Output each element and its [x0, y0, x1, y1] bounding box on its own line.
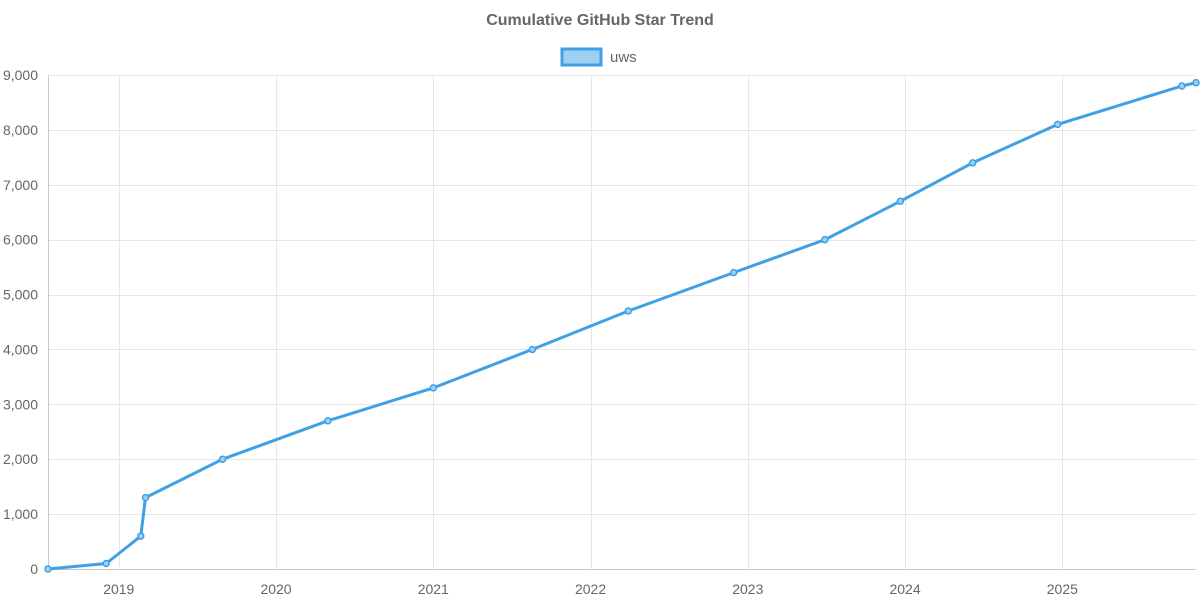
y-tick-label: 0: [30, 561, 38, 577]
data-point[interactable]: [896, 197, 905, 205]
data-point[interactable]: [324, 417, 332, 425]
x-tick-label: 2020: [260, 581, 291, 597]
x-tick-label: 2019: [103, 581, 134, 597]
data-point[interactable]: [968, 159, 977, 167]
data-point[interactable]: [528, 345, 537, 354]
data-point[interactable]: [729, 268, 738, 277]
grid: [48, 75, 1196, 570]
y-tick-label: 2,000: [3, 451, 38, 467]
series-layer: [44, 78, 1200, 573]
y-tick-label: 6,000: [3, 232, 38, 248]
data-point[interactable]: [624, 307, 633, 315]
data-point[interactable]: [429, 384, 438, 392]
axes: 0 1,000 2,000 3,000 4,000 5,000 6,000 7,000 8,00…: [3, 67, 1078, 597]
series-line: [46, 81, 1198, 571]
x-tick-label: 2024: [889, 581, 920, 597]
data-point[interactable]: [141, 493, 150, 502]
data-point[interactable]: [137, 532, 145, 540]
y-tick-label: 4,000: [3, 341, 38, 357]
data-point[interactable]: [218, 455, 227, 463]
legend-label[interactable]: uws: [610, 49, 637, 66]
y-tick-label: 9,000: [3, 67, 38, 83]
legend[interactable]: uws: [560, 47, 637, 67]
legend-swatch[interactable]: [560, 47, 603, 67]
y-tick-label: 5,000: [3, 287, 38, 303]
x-tick-label: 2023: [732, 581, 763, 597]
x-tick-label: 2022: [575, 581, 606, 597]
y-tick-label: 1,000: [3, 506, 38, 522]
data-point[interactable]: [44, 565, 52, 573]
data-point[interactable]: [1178, 82, 1186, 90]
y-tick-label: 7,000: [3, 177, 38, 193]
x-tick-label: 2021: [418, 581, 449, 597]
data-point[interactable]: [1192, 78, 1200, 87]
data-point[interactable]: [1053, 120, 1062, 129]
y-tick-label: 8,000: [3, 122, 38, 138]
data-point[interactable]: [102, 559, 110, 568]
x-tick-label: 2025: [1047, 581, 1078, 597]
data-point[interactable]: [821, 235, 829, 244]
y-tick-label: 3,000: [3, 396, 38, 412]
chart-title: Cumulative GitHub Star Trend: [486, 12, 714, 29]
